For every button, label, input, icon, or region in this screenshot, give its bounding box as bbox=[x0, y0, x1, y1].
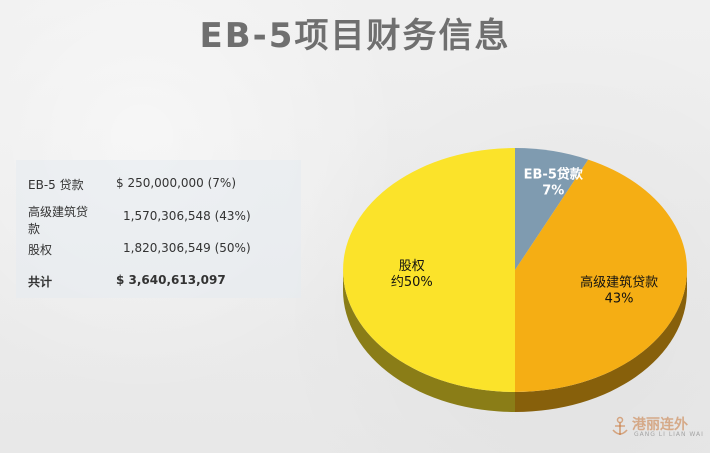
pie-label-0: EB-5贷款 7% bbox=[524, 167, 584, 199]
row-value: 1,570,306,548 (43%) bbox=[123, 209, 251, 223]
pie-slice-2 bbox=[343, 148, 515, 392]
watermark: 港丽连外 GANG LI LIAN WAI bbox=[610, 412, 703, 442]
row-label: 高级建筑贷 款 bbox=[28, 203, 88, 237]
row-label: 共计 bbox=[28, 275, 53, 289]
financial-summary-table: EB-5 贷款 $ 250,000,000 (7%) 高级建筑贷 款 1,570… bbox=[16, 160, 301, 298]
pie-chart: EB-5贷款 7% 高级建筑贷款 43% 股权约50% bbox=[343, 148, 687, 412]
row-label-line2: 款 bbox=[28, 222, 41, 236]
row-value: $ 250,000,000 (7%) bbox=[116, 176, 237, 190]
row-value: $ 3,640,613,097 bbox=[116, 273, 226, 287]
row-label: EB-5 贷款 bbox=[28, 178, 84, 192]
watermark-subtext: GANG LI LIAN WAI bbox=[634, 431, 704, 438]
anchor-icon bbox=[612, 416, 628, 435]
pie-slice-0 bbox=[515, 148, 589, 270]
pie-label-2: 股权约50% bbox=[391, 258, 433, 290]
watermark-text: 港丽连外 bbox=[632, 417, 688, 433]
page-title: EB-5项目财务信息 bbox=[199, 16, 511, 56]
row-label-line1: 高级建筑贷 bbox=[28, 205, 89, 219]
row-label: 股权 bbox=[28, 243, 53, 257]
pie-side-2 bbox=[343, 270, 515, 412]
pie-slice-1 bbox=[515, 159, 687, 392]
pie-label-1: 高级建筑贷款 43% bbox=[580, 275, 658, 307]
row-value: 1,820,306,549 (50%) bbox=[123, 241, 251, 255]
pie-side-1 bbox=[515, 270, 687, 412]
